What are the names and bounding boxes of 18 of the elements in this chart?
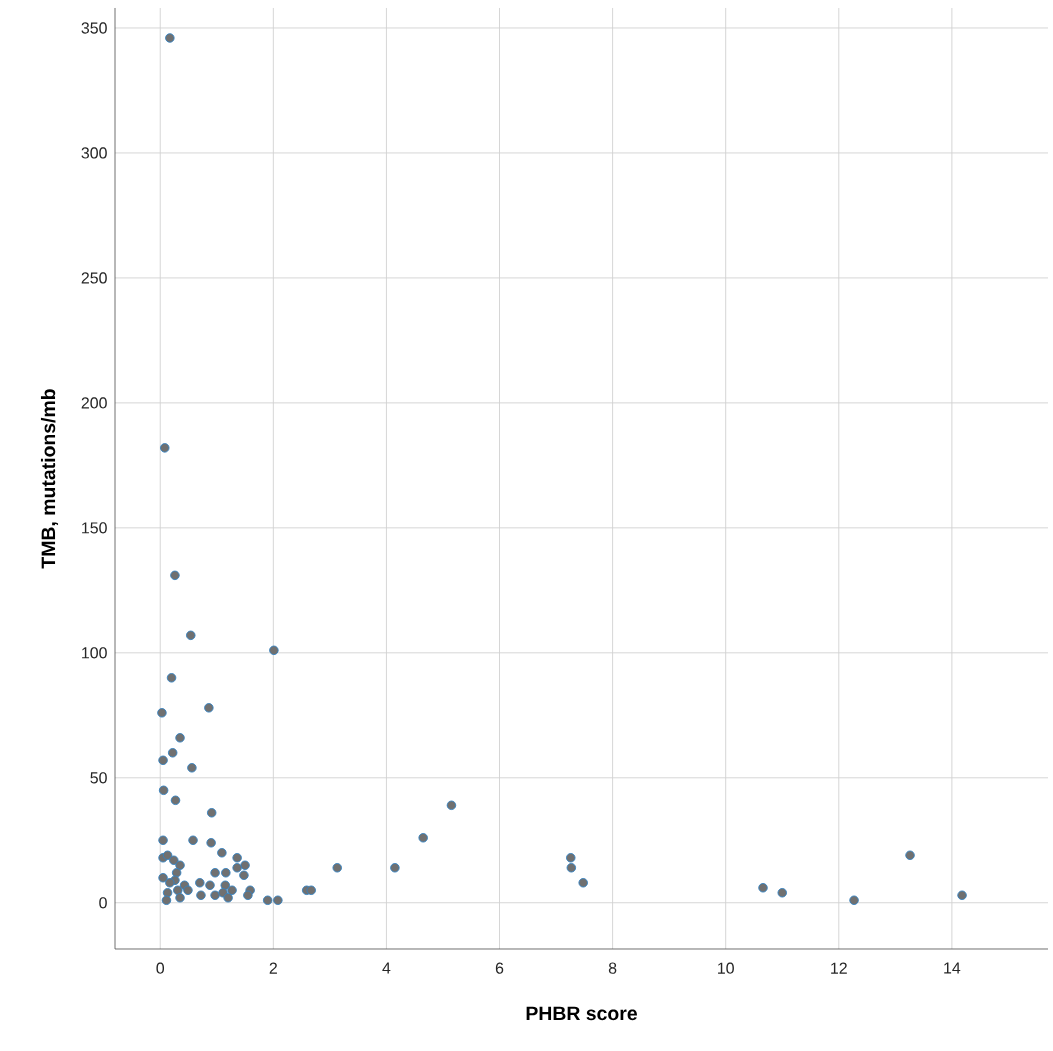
y-tick-label: 150	[82, 522, 107, 534]
x-axis-title: PHBR score	[526, 1006, 637, 1021]
x-tick-label: 8	[608, 962, 617, 974]
x-tick-label: 14	[944, 962, 961, 974]
y-tick-label: 50	[90, 772, 107, 784]
x-tick-label: 2	[269, 962, 277, 974]
y-tick-label: 350	[81, 22, 107, 34]
y-tick-label: 300	[81, 147, 107, 159]
y-tick-label: 250	[81, 272, 107, 284]
x-tick-label: 12	[831, 962, 847, 974]
y-tick-label: 100	[82, 647, 107, 659]
y-tick-label: 0	[99, 897, 107, 909]
x-tick-label: 4	[382, 962, 391, 974]
x-tick-label: 6	[495, 962, 504, 974]
x-tick-label: 10	[718, 962, 734, 974]
x-tick-label: 0	[156, 962, 165, 974]
y-tick-label: 200	[81, 397, 107, 409]
y-axis-title: TMB, mutations/mb	[40, 389, 59, 569]
